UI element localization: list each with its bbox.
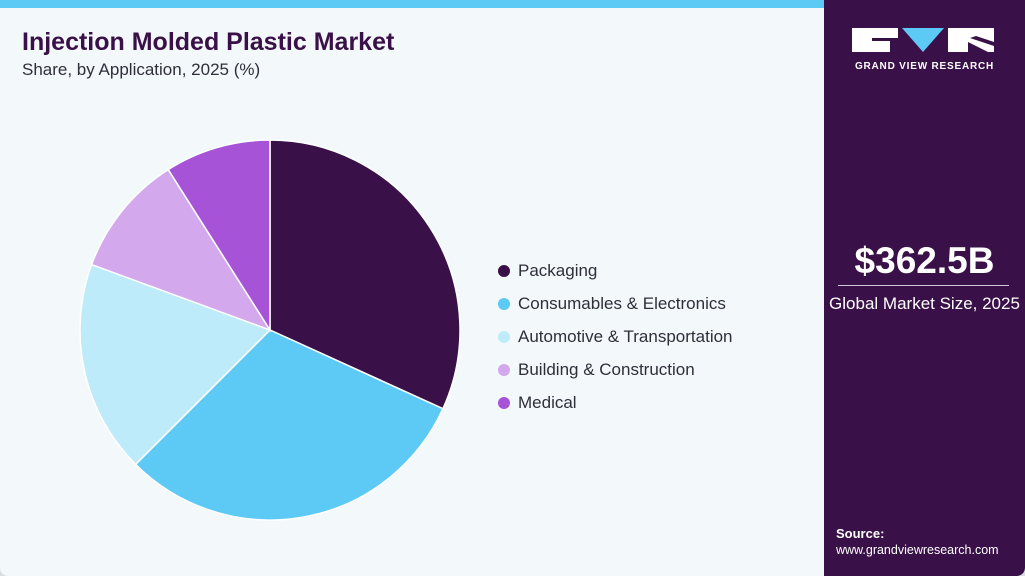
sidebar-panel: GRAND VIEW RESEARCH $362.5B Global Marke…: [824, 0, 1025, 576]
legend-item-consumables-electronics: Consumables & Electronics: [498, 287, 733, 320]
source-link[interactable]: www.grandviewresearch.com: [836, 543, 999, 557]
legend-label: Building & Construction: [518, 359, 695, 379]
source-label: Source:: [836, 526, 885, 541]
legend-label: Medical: [518, 392, 577, 412]
pie-slice-building-construction: [90, 168, 272, 332]
legend-dot-icon: [498, 330, 510, 343]
market-size-value: $362.5B: [854, 240, 995, 281]
pie-slice-medical: [167, 139, 271, 333]
legend-dot-icon: [498, 363, 510, 376]
legend-label: Packaging: [518, 260, 598, 280]
chart-subtitle: Share, by Application, 2025 (%): [22, 60, 261, 79]
legend-dot-icon: [498, 297, 510, 310]
brand-name: GRAND VIEW RESEARCH: [854, 61, 995, 72]
market-size-label: Global Market Size, 2025: [829, 294, 1020, 313]
chart-title: Injection Molded Plastic Market: [22, 28, 395, 56]
pie-chart: [79, 139, 461, 521]
legend-item-medical: Medical: [498, 386, 733, 419]
divider: [838, 285, 1009, 286]
legend-item-building-construction: Building & Construction: [498, 353, 733, 386]
legend-item-packaging: Packaging: [498, 254, 733, 287]
pie-slice-automotive-transportation: [79, 263, 272, 466]
accent-bar: [0, 0, 824, 8]
legend-label: Automotive & Transportation: [518, 326, 733, 346]
legend-dot-icon: [498, 264, 510, 277]
gvr-logo-icon: [852, 28, 994, 52]
legend: Packaging Consumables & Electronics Auto…: [498, 254, 733, 419]
pie-slice-consumables-electronics: [134, 329, 444, 521]
legend-dot-icon: [498, 396, 510, 409]
legend-label: Consumables & Electronics: [518, 293, 726, 313]
legend-item-automotive-transportation: Automotive & Transportation: [498, 320, 733, 353]
pie-slice-packaging: [269, 139, 461, 410]
